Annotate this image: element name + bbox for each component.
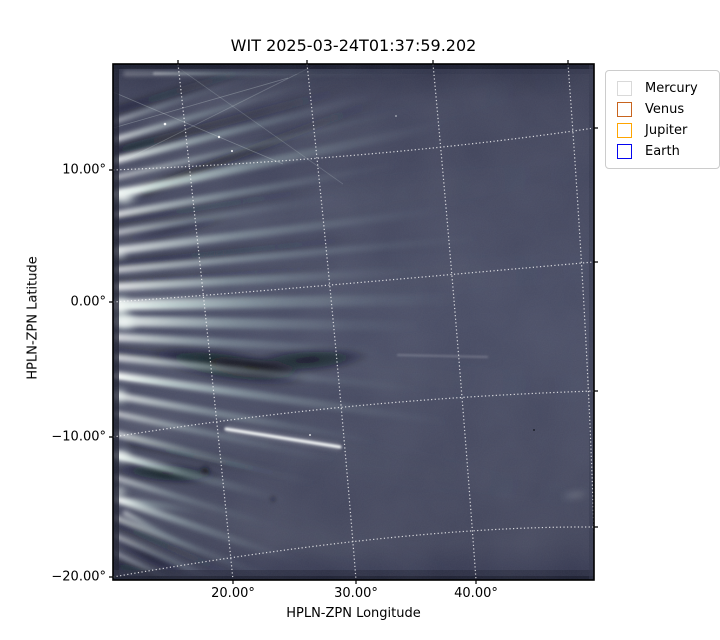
x-axis-label: HPLN-ZPN Longitude <box>286 606 421 621</box>
heliospheric-image <box>109 60 598 584</box>
x-tick-label: 20.00° <box>211 586 255 601</box>
legend-item-mercury: Mercury <box>617 78 713 99</box>
x-tick-label: 40.00° <box>454 586 498 601</box>
axes-frame <box>109 60 598 584</box>
legend-label: Mercury <box>645 81 698 96</box>
y-tick-label: −20.00° <box>51 569 106 585</box>
legend: Mercury Venus Jupiter Earth <box>605 70 720 169</box>
y-axis-label: HPLN-ZPN Latitude <box>25 256 41 380</box>
legend-label: Earth <box>645 144 680 159</box>
legend-label: Venus <box>645 102 685 117</box>
legend-item-venus: Venus <box>617 99 713 120</box>
legend-item-jupiter: Jupiter <box>617 120 713 141</box>
legend-label: Jupiter <box>645 123 688 138</box>
mercury-marker-icon <box>617 81 632 96</box>
x-tick-label: 30.00° <box>334 586 378 601</box>
axis-ticks <box>109 60 598 584</box>
y-tick-label: −10.00° <box>51 429 106 445</box>
plot-image <box>109 60 598 584</box>
y-tick-label: 10.00° <box>62 162 106 178</box>
legend-item-earth: Earth <box>617 141 713 162</box>
venus-marker-icon <box>617 102 632 117</box>
plot-title: WIT 2025-03-24T01:37:59.202 <box>230 36 477 55</box>
y-tick-label: 0.00° <box>70 294 106 310</box>
jupiter-marker-icon <box>617 123 632 138</box>
coordinate-grid <box>113 64 594 580</box>
earth-marker-icon <box>617 144 632 159</box>
grain-texture <box>113 64 594 580</box>
